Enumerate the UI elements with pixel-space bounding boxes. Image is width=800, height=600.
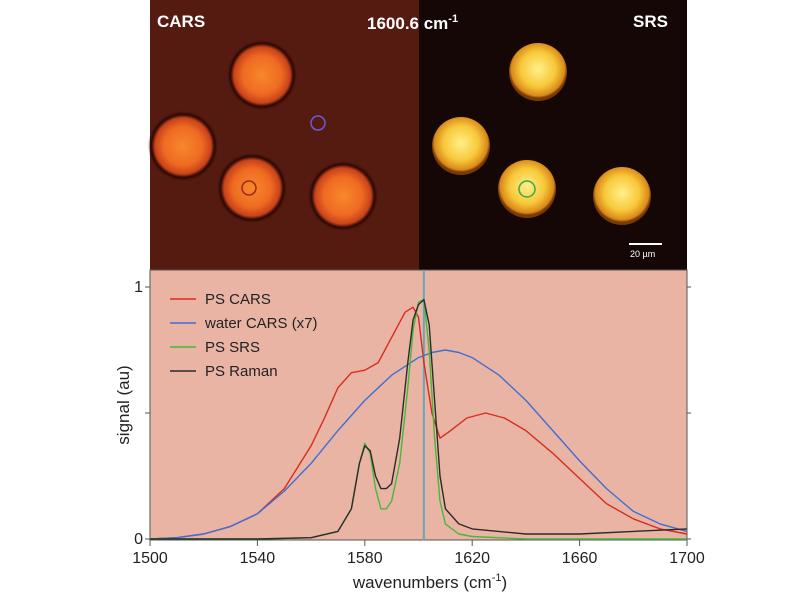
- x-tick-label: 1620: [454, 550, 490, 567]
- spectrum-plot: 1500 1540 1580 1620 1660 1700 0 1 PS CARS water …: [114, 269, 705, 592]
- y-axis-label: signal (au): [114, 365, 133, 444]
- y-tick-label: 1: [134, 279, 143, 296]
- water-roi-marker: [310, 115, 326, 131]
- x-tick-label: 1500: [132, 550, 168, 567]
- srs-ps-roi-marker: [518, 180, 536, 198]
- srs-beads: [432, 43, 651, 225]
- cars-bead: [148, 111, 218, 181]
- plot-area: [149, 269, 688, 541]
- tick-layer: 1500 1540 1580 1620 1660 1700 0 1: [132, 279, 705, 567]
- x-tick-label: 1580: [347, 550, 383, 567]
- legend-label: PS SRS: [205, 339, 260, 356]
- cars-beads: [148, 40, 378, 231]
- x-tick-label: 1700: [669, 550, 705, 567]
- series-line-water-cars-x7: [149, 349, 688, 540]
- image-panels: CARS SRS 1600.6 cm-1 20 µm: [148, 0, 687, 270]
- x-tick-label: 1540: [240, 550, 276, 567]
- series-line-ps-raman: [150, 298, 688, 540]
- srs-bead: [432, 117, 490, 175]
- legend: PS CARS water CARS (x7) PS SRS PS Raman: [170, 291, 318, 380]
- cars-bead: [217, 153, 287, 223]
- srs-bead: [509, 43, 567, 101]
- srs-label: SRS: [633, 12, 668, 31]
- legend-label: PS CARS: [205, 291, 271, 308]
- legend-label: PS Raman: [205, 363, 278, 380]
- srs-bead: [593, 167, 651, 225]
- wavenumber-label: 1600.6 cm-1: [367, 13, 458, 33]
- srs-bead: [498, 160, 556, 218]
- cars-bead: [308, 161, 378, 231]
- series-layer: [149, 298, 688, 540]
- cars-ps-roi-marker: [241, 180, 257, 196]
- legend-label: water CARS (x7): [204, 315, 318, 332]
- cars-bead: [227, 40, 297, 110]
- x-tick-label: 1660: [562, 550, 598, 567]
- x-axis-label: wavenumbers (cm-1): [352, 572, 507, 592]
- y-tick-label: 0: [134, 531, 143, 548]
- cars-label: CARS: [157, 12, 205, 31]
- scale-bar-label: 20 µm: [630, 249, 655, 259]
